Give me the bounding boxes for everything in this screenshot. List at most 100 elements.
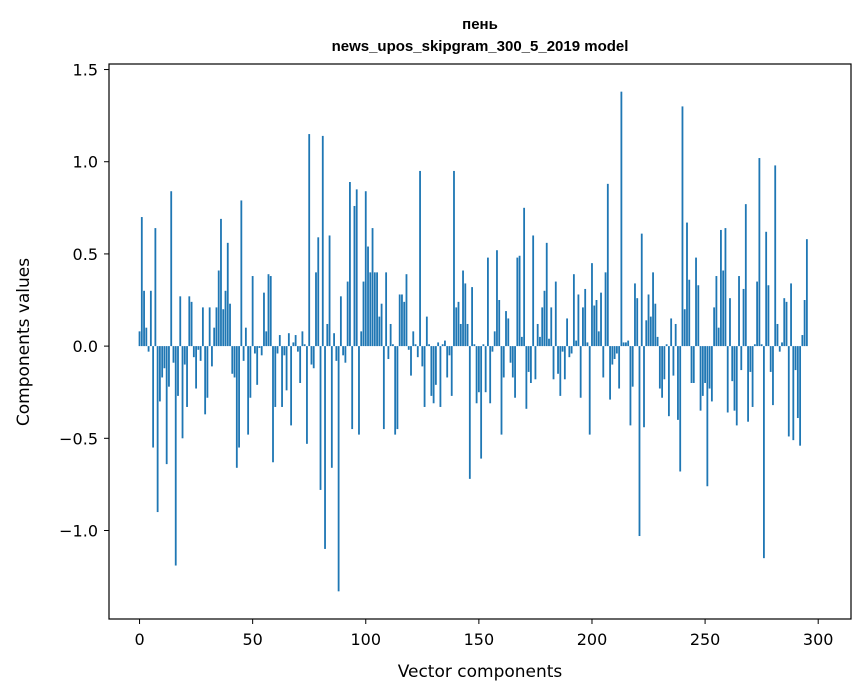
- bar-component-232: [663, 346, 666, 380]
- bar-component-43: [235, 346, 238, 468]
- bar-component-289: [792, 346, 795, 441]
- bar-component-127: [425, 316, 428, 347]
- bar-component-7: [154, 228, 157, 347]
- bar-component-217: [629, 346, 632, 426]
- x-axis: 0 50 100 150 200 250 300: [134, 619, 833, 649]
- bar-component-288: [790, 283, 792, 347]
- bar-component-216: [627, 340, 630, 347]
- bar-component-231: [661, 346, 664, 398]
- bar-component-197: [584, 288, 587, 347]
- bar-component-213: [620, 91, 623, 347]
- bar-component-58: [269, 276, 272, 347]
- bar-component-1: [140, 217, 143, 347]
- bar-component-157: [493, 331, 496, 347]
- bar-component-61: [276, 346, 279, 354]
- bar-component-10: [161, 346, 164, 378]
- y-tick-label: 0.0: [73, 337, 98, 356]
- bar-component-200: [591, 263, 593, 347]
- bar-component-266: [740, 346, 743, 371]
- bar-component-122: [414, 344, 417, 347]
- bar-component-177: [539, 336, 541, 347]
- bar-component-34: [215, 307, 218, 347]
- bar-component-244: [690, 346, 693, 383]
- plot-frame: [108, 63, 852, 620]
- bar-component-96: [355, 189, 358, 347]
- bar-component-104: [373, 272, 376, 347]
- bar-component-250: [704, 346, 706, 383]
- bar-component-142: [459, 323, 462, 347]
- chart-title-word: пень: [462, 16, 498, 33]
- bar-component-165: [511, 346, 514, 378]
- bar-component-50: [251, 276, 254, 347]
- bar-component-113: [394, 346, 397, 435]
- bar-component-220: [636, 298, 639, 347]
- bar-component-36: [220, 218, 222, 347]
- bar-component-190: [568, 346, 571, 358]
- bar-component-109: [385, 272, 388, 347]
- bar-component-27: [199, 346, 202, 361]
- bar-component-9: [158, 346, 161, 402]
- bar-component-76: [310, 346, 313, 365]
- bar-component-62: [278, 335, 281, 347]
- bar-component-248: [699, 346, 702, 411]
- bar-component-199: [588, 346, 591, 435]
- bar-component-70: [296, 346, 299, 352]
- bar-component-276: [763, 346, 765, 559]
- bar-component-167: [516, 257, 519, 347]
- bar-component-194: [577, 294, 580, 347]
- bar-component-103: [371, 228, 374, 347]
- bar-component-158: [496, 250, 498, 347]
- bar-component-269: [747, 346, 749, 422]
- bar-component-258: [722, 270, 725, 347]
- bar-component-271: [751, 346, 754, 407]
- bar-component-39: [226, 242, 229, 347]
- bar-component-236: [672, 346, 675, 376]
- y-axis: −1.0 −0.5 0.0 0.5 1.0 1.5: [59, 61, 109, 540]
- bar-component-280: [772, 346, 774, 406]
- bar-component-150: [477, 346, 480, 393]
- bar-component-146: [468, 346, 471, 479]
- bar-component-233: [665, 344, 668, 347]
- bar-component-238: [677, 346, 679, 420]
- bar-component-3: [145, 327, 148, 347]
- bar-component-30: [206, 346, 209, 398]
- bar-component-72: [301, 331, 304, 347]
- bar-component-185: [557, 346, 559, 374]
- bar-component-242: [686, 222, 688, 347]
- bar-component-86: [333, 333, 335, 347]
- bar-component-287: [787, 346, 790, 437]
- bar-component-228: [654, 303, 657, 347]
- bar-component-144: [464, 283, 467, 347]
- bar-component-69: [294, 335, 297, 347]
- bar-component-206: [604, 272, 607, 347]
- bar-component-265: [738, 276, 740, 347]
- bar-component-219: [634, 283, 636, 347]
- bar-component-110: [387, 346, 390, 360]
- bar-component-97: [358, 346, 360, 435]
- bar-component-246: [695, 257, 697, 347]
- bar-component-121: [412, 331, 415, 347]
- bar-component-251: [706, 346, 709, 487]
- bar-component-207: [606, 183, 609, 347]
- y-tick-label: −0.5: [59, 429, 98, 448]
- bar-component-153: [484, 346, 487, 393]
- bar-component-22: [188, 296, 191, 347]
- bar-component-168: [518, 255, 521, 347]
- bar-component-176: [536, 323, 539, 347]
- bar-component-77: [312, 346, 315, 369]
- bar-component-295: [805, 239, 808, 347]
- bar-component-268: [744, 204, 747, 347]
- bar-component-87: [335, 346, 338, 361]
- bar-component-83: [326, 323, 329, 347]
- bar-component-279: [769, 346, 772, 372]
- bar-component-183: [552, 346, 555, 380]
- bar-component-145: [466, 323, 469, 347]
- bar-component-98: [360, 331, 363, 347]
- bar-component-74: [306, 346, 308, 444]
- bar-component-37: [222, 309, 225, 347]
- bar-component-155: [489, 346, 492, 404]
- bar-component-26: [197, 346, 200, 350]
- bar-component-24: [192, 346, 195, 358]
- bar-component-166: [514, 346, 516, 398]
- y-axis-label: Components values: [14, 258, 34, 426]
